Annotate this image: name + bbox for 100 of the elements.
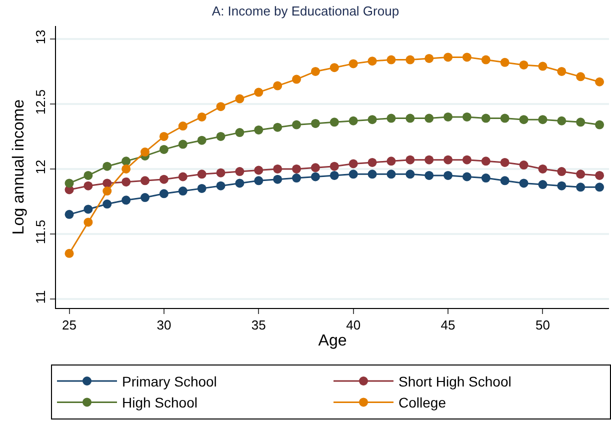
point <box>197 112 206 122</box>
point <box>292 174 302 183</box>
point <box>557 167 566 176</box>
point <box>386 55 396 64</box>
point <box>254 125 264 134</box>
y-tick-label: 11 <box>32 290 48 304</box>
point <box>273 174 282 184</box>
point <box>292 74 302 84</box>
point <box>310 66 320 76</box>
point <box>140 176 150 186</box>
y-tick-label: 11.5 <box>32 220 48 244</box>
point <box>102 186 112 196</box>
point <box>235 167 244 176</box>
x-tick-label: 25 <box>62 318 76 333</box>
point <box>519 160 528 170</box>
point <box>595 182 604 192</box>
point <box>178 122 188 131</box>
point <box>159 174 168 184</box>
point <box>254 166 264 175</box>
point <box>330 63 339 72</box>
y-tick-label: 13 <box>32 30 48 44</box>
point <box>197 184 206 193</box>
legend-label: College <box>398 394 446 411</box>
point <box>576 182 586 192</box>
point <box>102 162 112 171</box>
point <box>235 178 244 188</box>
point <box>538 180 548 190</box>
point <box>102 200 112 209</box>
point <box>481 114 490 123</box>
point <box>197 136 206 145</box>
point <box>368 158 377 167</box>
point <box>310 118 320 128</box>
point <box>235 94 244 104</box>
point <box>386 114 396 123</box>
point <box>178 172 188 182</box>
point <box>348 159 358 168</box>
point <box>444 112 453 122</box>
point <box>424 54 434 63</box>
point <box>310 163 320 172</box>
point <box>462 52 472 62</box>
point <box>368 56 377 66</box>
point <box>330 118 339 127</box>
point <box>538 115 548 124</box>
legend-label: Short High School <box>398 373 512 390</box>
point <box>406 155 415 164</box>
point <box>424 155 434 164</box>
point <box>140 193 150 202</box>
point <box>500 176 510 186</box>
point <box>254 88 264 97</box>
point <box>122 177 131 186</box>
point <box>292 120 302 130</box>
point <box>406 55 415 64</box>
point <box>216 132 226 141</box>
point <box>557 116 566 126</box>
chart-title: A: Income by Educational Group <box>212 3 400 18</box>
point <box>197 170 206 179</box>
y-axis-title: Log annual income <box>10 99 28 235</box>
point <box>386 156 396 166</box>
point <box>462 155 472 164</box>
point <box>254 176 264 186</box>
y-tick-label: 12 <box>32 160 48 174</box>
point <box>159 189 168 198</box>
point <box>538 62 548 71</box>
point <box>386 170 396 179</box>
point <box>595 170 604 180</box>
point <box>273 122 282 132</box>
point <box>178 186 188 196</box>
point <box>481 156 490 166</box>
point <box>576 72 586 82</box>
point <box>576 118 586 127</box>
point <box>481 174 490 183</box>
point <box>122 196 131 205</box>
point <box>178 140 188 149</box>
point <box>159 132 168 141</box>
point <box>84 204 93 214</box>
x-tick-label: 45 <box>440 318 456 333</box>
legend-label: Primary School <box>122 373 217 390</box>
point <box>444 155 453 164</box>
point <box>519 60 528 70</box>
x-tick-label: 40 <box>346 318 361 333</box>
point <box>500 158 510 167</box>
point <box>368 115 377 124</box>
point <box>462 172 472 182</box>
point <box>216 102 226 112</box>
point <box>122 156 131 166</box>
point <box>102 178 112 188</box>
point <box>216 168 226 178</box>
point <box>538 164 548 174</box>
point <box>330 170 339 180</box>
point <box>576 170 586 179</box>
point <box>557 66 566 76</box>
point <box>519 115 528 124</box>
point <box>481 55 490 64</box>
legend-label: High School <box>122 394 198 411</box>
point <box>500 114 510 123</box>
point <box>235 128 244 138</box>
point <box>557 181 566 190</box>
point <box>500 58 510 67</box>
point <box>330 162 339 171</box>
point <box>84 181 93 190</box>
